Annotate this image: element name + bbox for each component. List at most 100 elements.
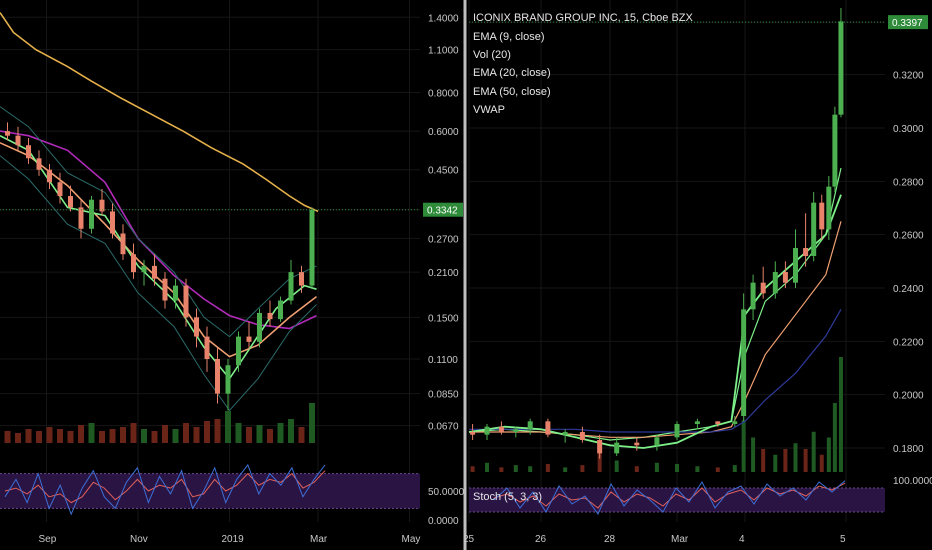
left-candles — [5, 122, 315, 411]
candle-body — [131, 254, 136, 273]
volume-bar — [235, 423, 242, 443]
volume-bar — [675, 463, 679, 472]
right-last-price-badge — [888, 15, 928, 30]
legend-stochastic[interactable]: Stoch (5, 3, 3) — [473, 491, 542, 503]
price-tick-label: 0.2200 — [893, 337, 924, 348]
volume-bar — [597, 449, 602, 472]
price-tick-label: 0.4500 — [428, 166, 459, 177]
candle-body — [99, 199, 105, 212]
left-last-price-label: 0.3342 — [427, 206, 458, 217]
price-tick-label: 0.1800 — [893, 444, 924, 455]
price-tick-label: 0.6000 — [428, 127, 459, 138]
candle-body — [832, 114, 838, 187]
volume-bar — [204, 421, 210, 443]
right-chart-panel[interactable]: 100.0000 0.32000.30000.28000.26000.24000… — [463, 0, 932, 545]
candle-body — [838, 21, 844, 115]
volume-bar — [715, 467, 720, 472]
volume-bar — [78, 425, 84, 443]
candle-body — [15, 135, 21, 146]
legend-ema-9[interactable]: EMA (9, close) — [473, 31, 545, 43]
time-tick-label: Nov — [130, 534, 148, 545]
candle-body — [694, 421, 700, 424]
stoch-d-line — [4, 470, 326, 504]
candle-body — [194, 317, 199, 337]
volume-bar — [783, 449, 788, 472]
legend-symbol-title[interactable]: ICONIX BRAND GROUP INC, 15, Cboe BZX — [473, 12, 694, 24]
candle-body — [562, 432, 568, 435]
left-chart-panel[interactable]: 50.0000 0.0000 1.4000 1.1000 0.8000 0.6000 0.… — [0, 0, 465, 545]
price-tick-label: 0.2100 — [428, 268, 459, 279]
price-tick-label: 0.2400 — [893, 284, 924, 295]
right-legend[interactable]: ICONIX BRAND GROUP INC, 15, Cboe BZX EMA… — [473, 12, 694, 503]
candle-body — [826, 186, 832, 230]
right-last-price-marker: 0.3397 — [469, 15, 928, 30]
legend-ema-20[interactable]: EMA (20, close) — [473, 67, 551, 79]
candle-body — [527, 421, 533, 430]
legend-volume-20[interactable]: Vol (20) — [473, 49, 511, 61]
price-tick-label: 0.3000 — [893, 124, 924, 135]
price-tick-label: 0.2000 — [893, 391, 924, 402]
volume-bar — [172, 429, 179, 443]
candle-body — [715, 421, 721, 424]
volume-bar — [225, 411, 231, 443]
legend-vwap[interactable]: VWAP — [473, 104, 505, 116]
series-line — [0, 106, 317, 338]
candle-body — [267, 312, 273, 320]
right-candles — [470, 8, 844, 459]
stoch-tick-label: 50.0000 — [428, 487, 465, 498]
volume-bar — [57, 429, 63, 443]
left-stochastic-pane: 50.0000 0.0000 — [0, 463, 465, 527]
stoch-tick-label: 0.0000 — [428, 516, 459, 527]
volume-bar — [15, 433, 21, 443]
right-time-axis: 25 26 28 Mar 4 5 — [463, 534, 846, 545]
volume-bar — [545, 463, 550, 472]
volume-bar — [803, 449, 808, 472]
volume-bar — [4, 431, 11, 443]
candle-body — [225, 365, 231, 394]
price-tick-label: 0.2700 — [428, 234, 459, 245]
volume-bar — [130, 423, 137, 443]
series-line — [0, 12, 319, 213]
volume-bar — [838, 357, 843, 472]
volume-bar — [793, 443, 798, 472]
volume-bar — [267, 429, 273, 443]
candle-body — [654, 437, 660, 446]
candle-body — [215, 359, 220, 394]
time-tick-label: Mar — [310, 534, 328, 545]
candle-body — [772, 272, 778, 294]
candle-body — [162, 278, 168, 301]
candle-body — [782, 272, 788, 283]
volume-bar — [761, 449, 766, 472]
candle-body — [68, 196, 73, 208]
candle-body — [288, 272, 294, 301]
candle-body — [236, 336, 241, 366]
volume-bar — [246, 427, 252, 443]
candle-body — [57, 182, 63, 197]
volume-bar — [183, 423, 189, 443]
candle-body — [278, 300, 283, 320]
time-tick-label: 2019 — [222, 534, 245, 545]
right-grid — [468, 0, 885, 522]
candle-body — [26, 145, 31, 159]
stoch-tick-label: 100.0000 — [893, 476, 932, 487]
candle-body — [120, 233, 126, 255]
left-volume-bars — [4, 403, 315, 443]
candle-body — [545, 421, 551, 435]
candle-body — [470, 432, 476, 435]
volume-bar — [654, 462, 659, 472]
price-tick-label: 0.0850 — [428, 390, 459, 401]
price-tick-label: 1.1000 — [428, 46, 459, 57]
volume-bar — [819, 454, 824, 472]
candle-body — [498, 426, 504, 432]
candle-body — [36, 158, 42, 170]
stoch-k-line — [4, 463, 326, 516]
legend-ema-50[interactable]: EMA (50, close) — [473, 86, 551, 98]
volume-bar — [614, 460, 619, 472]
candle-body — [674, 424, 680, 438]
volume-bar — [298, 427, 305, 443]
volume-bar — [162, 425, 168, 443]
volume-bar — [67, 431, 74, 443]
time-tick-label: May — [402, 534, 421, 545]
volume-bar — [485, 462, 489, 472]
